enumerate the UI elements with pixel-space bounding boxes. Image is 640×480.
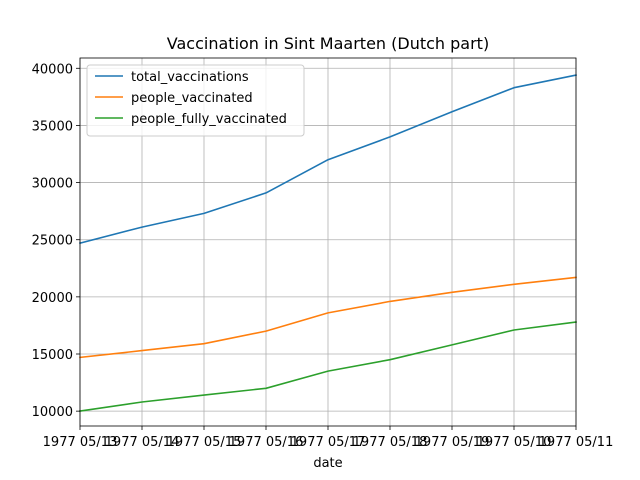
y-tick-label: 10000 [32, 405, 73, 420]
series-line-total-vaccinations [79, 74, 577, 245]
legend-label: total_vaccinations [131, 70, 249, 85]
chart-title: Vaccination in Sint Maarten (Dutch part) [167, 34, 489, 53]
x-tick-label: 1977 05/18 [353, 435, 428, 450]
y-tick-label: 40000 [32, 62, 73, 77]
series-layer [79, 74, 577, 413]
x-tick-label: 1977 05/13 [43, 435, 118, 450]
x-tick-label: 1977 05/19 [415, 435, 490, 450]
y-tick-label: 20000 [32, 291, 73, 306]
x-tick-label: 1977 05/10 [477, 435, 552, 450]
x-tick-label: 1977 05/16 [229, 435, 304, 450]
series-line-people-fully-vaccinated [79, 321, 577, 413]
legend-label: people_fully_vaccinated [131, 112, 287, 127]
x-axis-label: date [313, 456, 342, 471]
legend-label: people_vaccinated [131, 91, 253, 106]
y-axis-ticks: 10000 15000 20000 25000 30000 35000 40000 [32, 62, 80, 420]
series-line-people-vaccinated [79, 276, 577, 359]
x-tick-label: 1977 05/15 [167, 435, 242, 450]
x-tick-label: 1977 05/11 [539, 435, 614, 450]
x-tick-label: 1977 05/14 [105, 435, 180, 450]
y-tick-label: 25000 [32, 234, 73, 249]
y-tick-label: 15000 [32, 348, 73, 363]
legend: total_vaccinations people_vaccinatedpeopl… [86, 64, 305, 137]
legend-box [86, 64, 305, 137]
x-tick-label: 1977 05/17 [291, 435, 366, 450]
y-tick-label: 35000 [32, 119, 73, 134]
y-tick-label: 30000 [32, 177, 73, 192]
